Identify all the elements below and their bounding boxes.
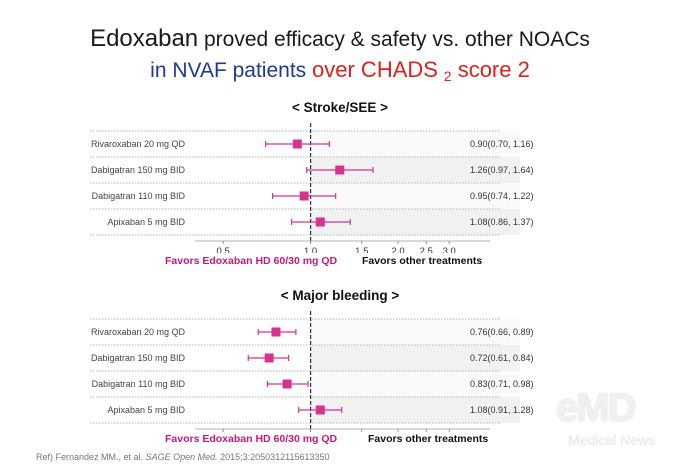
row-label: Apixaban 5 mg BID	[107, 217, 185, 227]
x-tick-label: 0.5	[217, 246, 230, 253]
row-label: Dabigatran 150 mg BID	[91, 353, 186, 363]
x-tick-label: 2.5	[420, 246, 433, 253]
point-estimate	[335, 165, 345, 175]
reference-prefix: Ref)	[36, 452, 54, 462]
slide-title: Edoxaban proved efficacy & safety vs. ot…	[0, 24, 680, 91]
row-label: Apixaban 5 mg BID	[107, 405, 185, 415]
ci-value: 1.08(0.86, 1.37)	[470, 217, 534, 227]
row-label: Dabigatran 110 mg BID	[92, 379, 186, 389]
emd-logo-subtitle: Medical News	[568, 432, 656, 448]
title-line2-subscript: 2	[443, 68, 452, 84]
point-estimate	[292, 139, 302, 149]
x-tick-label: 2.0	[391, 246, 404, 253]
row-label: Dabigatran 110 mg BID	[92, 191, 186, 201]
emd-logo: eMD Medical News	[548, 386, 668, 456]
reference-rest: 2015;3:2050312115613350	[217, 452, 330, 462]
point-estimate	[264, 353, 274, 363]
stroke-see-title: < Stroke/SEE >	[291, 100, 389, 115]
ci-value: 1.26(0.97, 1.64)	[470, 165, 534, 175]
point-estimate	[315, 217, 325, 227]
ci-value: 0.76(0.66, 0.89)	[470, 327, 534, 337]
x-tick-label: 1.0	[304, 246, 317, 253]
ci-value: 0.95(0.74, 1.22)	[470, 191, 534, 201]
reference-citation: Ref) Fernandez MM., et al. SAGE Open Med…	[36, 452, 330, 462]
row-label: Dabigatran 150 mg BID	[91, 165, 186, 175]
title-line-2: in NVAF patients over CHADS 2 score 2	[0, 55, 680, 91]
title-drug: Edoxaban	[90, 25, 199, 52]
ci-value: 0.90(0.70, 1.16)	[470, 139, 534, 149]
stroke-see-forest-plot: 0.5 1.0 1.5 2.0 2.5 3.0 Rivaroxaban 20 mg QD 0.…	[90, 123, 534, 253]
major-bleeding-title: < Major bleeding >	[280, 288, 400, 303]
ci-value: 1.08(0.91, 1.28)	[470, 405, 534, 415]
row-label: Rivaroxaban 20 mg QD	[91, 327, 186, 337]
x-tick-label: 1.5	[355, 246, 368, 253]
title-line2-end: score 2	[451, 57, 530, 82]
bleeding-favors-edoxaban: Favors Edoxaban HD 60/30 mg QD	[165, 433, 338, 445]
row-label: Rivaroxaban 20 mg QD	[91, 139, 186, 149]
title-line2-pre: in NVAF patients	[150, 59, 313, 82]
title-line1-rest: proved efficacy & safety vs. other NOACs	[198, 28, 590, 51]
reference-journal: SAGE Open Med.	[145, 452, 218, 462]
stroke-favors-other: Favors other treatments	[362, 255, 483, 267]
bleeding-favors-other: Favors other treatments	[368, 433, 489, 445]
point-estimate	[315, 405, 325, 415]
title-line-1: Edoxaban proved efficacy & safety vs. ot…	[0, 24, 680, 55]
ci-value: 0.72(0.61, 0.84)	[470, 353, 534, 363]
x-tick-label: 3.0	[443, 246, 456, 253]
reference-authors: Fernandez MM., et al.	[53, 452, 146, 462]
point-estimate	[299, 191, 309, 201]
title-line2-accent: over CHADS	[312, 57, 438, 82]
ci-value: 0.83(0.71, 0.98)	[470, 379, 534, 389]
emd-logo-text: eMD	[556, 386, 636, 430]
point-estimate	[282, 379, 292, 389]
point-estimate	[271, 327, 281, 337]
stroke-favors-edoxaban: Favors Edoxaban HD 60/30 mg QD	[165, 255, 338, 267]
